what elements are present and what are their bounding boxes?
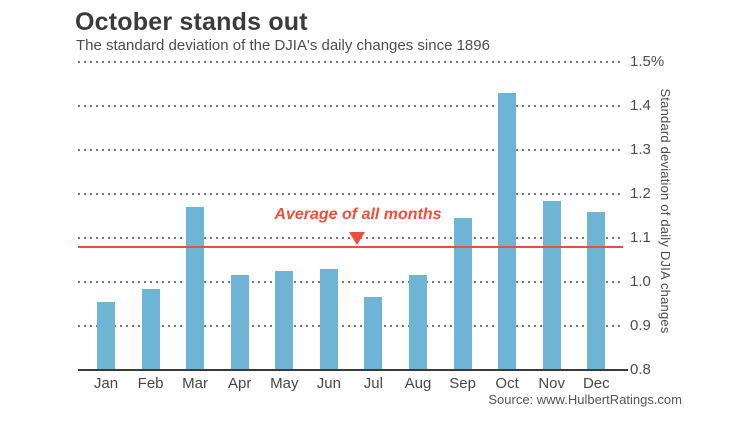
gridline — [78, 325, 623, 327]
x-tick-label-feb: Feb — [137, 375, 164, 392]
bar-apr — [230, 275, 249, 370]
bar-sep — [453, 218, 472, 370]
bar-jul — [364, 297, 383, 370]
x-tick-label-jul: Jul — [363, 375, 383, 392]
gridline — [78, 61, 623, 63]
x-tick-label-dec: Dec — [582, 375, 610, 392]
page-title: October stands out — [75, 8, 308, 36]
x-tick-label-jan: Jan — [93, 375, 119, 392]
y-tick-label: 1.2 — [630, 185, 651, 202]
x-tick-label-may: May — [270, 375, 299, 392]
average-annotation-label: Average of all months — [274, 206, 442, 223]
page-subtitle: The standard deviation of the DJIA's dai… — [76, 37, 490, 54]
gridline — [78, 105, 623, 107]
bar-jan — [97, 301, 115, 370]
bar-aug — [409, 275, 427, 370]
gridline — [78, 149, 623, 151]
y-tick-label: 1.1 — [630, 229, 651, 246]
y-tick-label: 0.9 — [630, 317, 651, 334]
source-credit: Source: www.HulbertRatings.com — [488, 392, 682, 407]
bar-oct — [498, 92, 517, 370]
average-line — [78, 245, 623, 248]
bar-dec — [587, 211, 606, 370]
x-axis-baseline — [78, 369, 628, 371]
x-tick-label-aug: Aug — [404, 375, 432, 392]
x-tick-label-apr: Apr — [228, 375, 252, 392]
x-tick-label-nov: Nov — [538, 375, 566, 392]
x-tick-label-mar: Mar — [182, 375, 209, 392]
y-tick-label: 0.8 — [630, 361, 651, 378]
x-tick-label-jun: Jun — [316, 375, 341, 392]
y-tick-label: 1.3 — [630, 141, 651, 158]
gridline — [78, 193, 623, 195]
bar-may — [275, 271, 294, 370]
x-tick-label-sep: Sep — [449, 375, 476, 392]
x-tick-label-oct: Oct — [495, 375, 519, 392]
average-marker-triangle-icon — [349, 231, 365, 245]
y-axis-title: Standard deviation of daily DJIA changes — [658, 88, 673, 334]
bar-nov — [542, 200, 561, 370]
bar-feb — [141, 288, 160, 370]
bar-jun — [319, 268, 338, 370]
y-tick-label: 1.5% — [630, 53, 665, 70]
bar-mar — [186, 207, 205, 370]
y-tick-label: 1.4 — [630, 97, 651, 114]
y-tick-label: 1.0 — [630, 273, 651, 290]
gridline — [78, 281, 623, 283]
